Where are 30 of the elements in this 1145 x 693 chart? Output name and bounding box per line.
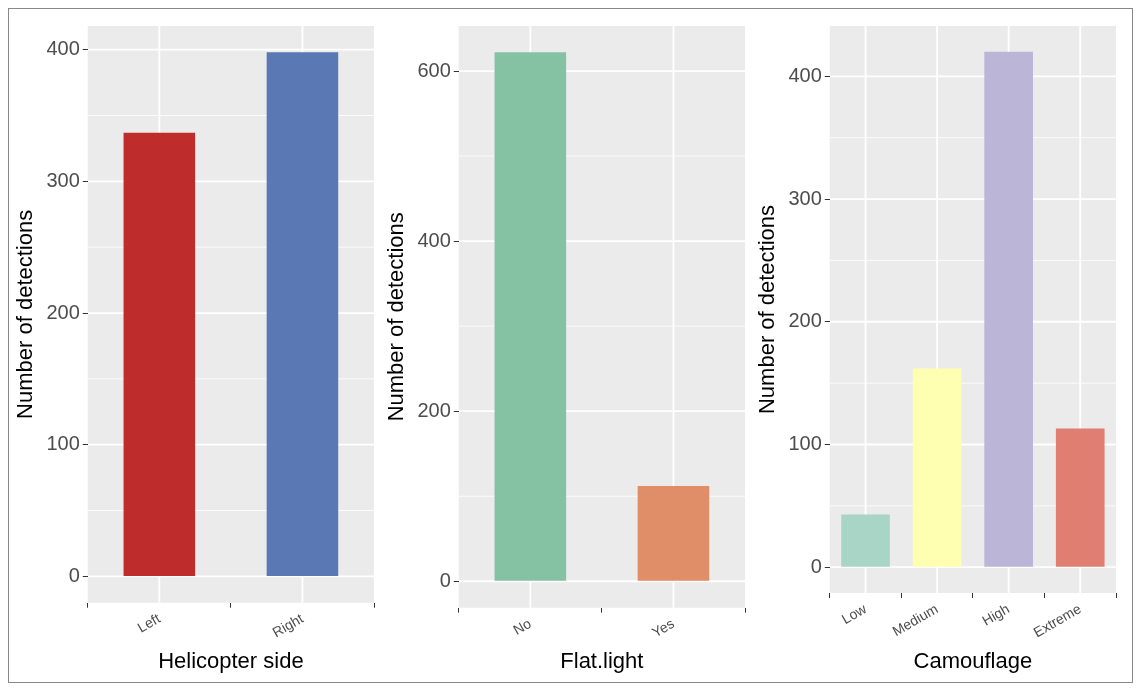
y-tick-label: 400 [788,63,822,86]
x-tick-label: No [510,614,534,638]
x-axis-title: Helicopter side [158,647,304,673]
y-tick-label: 200 [46,300,80,323]
bar [1055,428,1105,567]
y-tick-label: 0 [68,563,80,586]
y-tick-label: 100 [46,432,80,455]
x-tick-label: Low [838,599,870,628]
y-tick-label: 200 [788,309,822,332]
x-tick-label: Right [269,610,306,641]
y-tick-label: 0 [439,568,451,591]
y-tick-label: 100 [788,432,822,455]
bar [841,514,890,567]
y-tick-label: 300 [788,186,822,209]
y-tick-label: 200 [417,398,451,421]
y-tick-label: 400 [417,228,451,251]
y-tick-label: 400 [46,37,80,60]
bar [984,51,1033,567]
y-axis-title: Number of detections [754,204,780,415]
y-axis-title: Number of detections [12,209,38,419]
bar [912,368,962,567]
x-axis-title: Camouflage [913,647,1033,673]
y-tick-label: 300 [46,168,80,191]
x-tick-label: Yes [649,614,677,641]
x-tick-label: High [979,600,1013,629]
y-axis-title: Number of detections [383,212,409,422]
y-tick-label: 600 [417,58,451,81]
y-tick-label: 0 [810,554,822,577]
x-tick-label: Left [134,610,163,636]
x-axis-title: Flat.light [560,647,644,673]
